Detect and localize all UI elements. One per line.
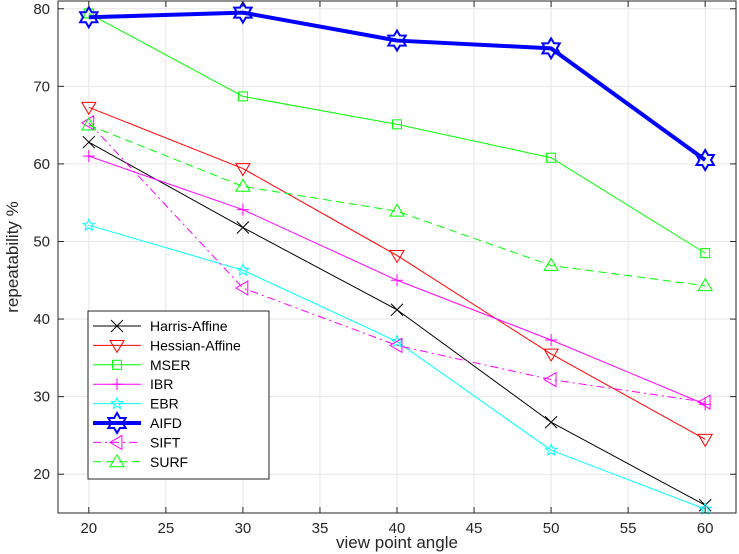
legend-marker (110, 319, 124, 333)
data-point (235, 262, 250, 277)
x-tick-label: 60 (697, 520, 714, 537)
x-tick-label: 20 (80, 520, 97, 537)
x-tick-label: 50 (543, 520, 560, 537)
data-point (78, 5, 100, 30)
legend-entry: SIFT (93, 434, 181, 450)
legend-marker (109, 434, 123, 451)
data-point (390, 303, 404, 317)
y-tick-label: 50 (33, 233, 50, 250)
legend-entry: MSER (93, 357, 190, 373)
data-point (386, 28, 408, 53)
legend-marker (112, 359, 122, 370)
series-line (88, 106, 706, 440)
series-ibr (82, 150, 712, 411)
legend-entry: EBR (93, 396, 179, 412)
legend-entry: IBR (93, 376, 173, 392)
data-point (232, 0, 254, 25)
x-tick-label: 45 (466, 520, 483, 537)
data-point (544, 442, 559, 457)
y-tick-label: 60 (33, 156, 50, 173)
grid-lines (58, 1, 736, 513)
legend-label: Harris-Affine (150, 318, 228, 334)
data-point (389, 250, 405, 264)
y-tick-label: 20 (33, 466, 50, 483)
data-point (389, 203, 405, 217)
data-point (697, 277, 714, 292)
data-point (81, 217, 96, 232)
data-point (540, 36, 562, 61)
x-tick-label: 25 (158, 520, 175, 537)
data-point (80, 101, 97, 116)
data-point (543, 348, 559, 362)
y-tick-label: 30 (33, 389, 50, 406)
data-point (694, 148, 716, 173)
series-sift (80, 114, 711, 410)
legend-marker (106, 411, 128, 435)
legend-marker (111, 378, 123, 391)
data-point (80, 117, 97, 131)
y-tick-label: 40 (33, 311, 50, 328)
legend-marker (110, 396, 124, 410)
legend-entry: Harris-Affine (93, 318, 228, 334)
y-axis-label: repeatability % (3, 201, 22, 313)
data-point (700, 248, 711, 259)
series-aifd (78, 0, 716, 173)
x-axis-label: view point angle (336, 533, 458, 552)
legend-label: MSER (150, 357, 190, 373)
data-point (389, 337, 403, 354)
data-point (543, 371, 557, 388)
legend-label: AIFD (150, 415, 182, 431)
series-line (88, 10, 707, 162)
legend-label: Hessian-Affine (150, 337, 241, 353)
legend-label: IBR (150, 376, 173, 392)
data-point (236, 221, 250, 234)
data-point (697, 394, 711, 410)
legend-box (87, 310, 270, 480)
legend-entry: AIFD (93, 411, 182, 435)
legend-marker (109, 340, 125, 354)
series-line (88, 124, 706, 287)
series-line (88, 12, 706, 254)
axes: 20 25 30 35 40 45 50 55 60 20 30 40 50 60 70 80 (33, 1, 736, 537)
data-point (546, 152, 557, 163)
data-point (392, 119, 402, 130)
data-point (543, 257, 559, 271)
series-line (88, 122, 706, 403)
y-tick-label: 70 (33, 78, 50, 95)
x-tick-label: 35 (312, 520, 329, 537)
series-layer (78, 0, 716, 516)
legend-entry: Hessian-Affine (93, 337, 241, 353)
data-point (82, 135, 96, 149)
x-tick-label: 55 (620, 520, 637, 537)
data-point (697, 433, 714, 448)
legend-label: SURF (150, 454, 188, 470)
data-point (235, 178, 251, 192)
x-tick-label: 30 (235, 520, 252, 537)
x-tick-label: 40 (389, 520, 406, 537)
data-point (235, 163, 251, 177)
y-tick-label: 80 (33, 1, 50, 18)
data-point (236, 203, 249, 216)
data-point (544, 415, 558, 429)
legend-entry: SURF (93, 454, 188, 470)
data-point (237, 91, 248, 102)
data-point (82, 150, 95, 163)
data-point (391, 274, 403, 287)
legend: Harris-Affine Hessian-Affine MSER IBR EBR AIF… (87, 310, 270, 480)
series-hessian-affine (80, 101, 714, 448)
legend-label: SIFT (150, 434, 181, 450)
data-point (390, 334, 404, 348)
legend-marker (109, 453, 125, 468)
series-surf (80, 117, 714, 292)
data-point (234, 280, 249, 296)
data-point (545, 334, 558, 347)
legend-label: EBR (150, 396, 179, 412)
